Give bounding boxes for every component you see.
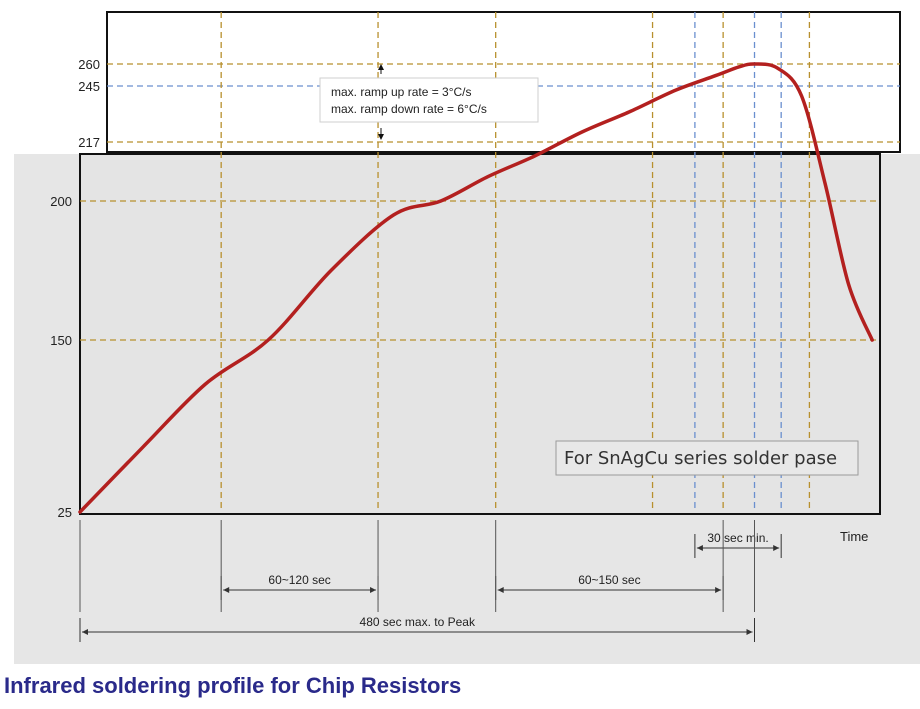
span-arrow-left-icon-3 (82, 629, 88, 635)
ramp-up-note: max. ramp up rate = 3°C/s (331, 85, 472, 99)
y-tick-label-260: 260 (78, 57, 100, 72)
y-tick-label-245: 245 (78, 79, 100, 94)
ramp-arrow-down-icon (378, 134, 384, 140)
span-arrow-left-icon-1 (223, 587, 230, 593)
span-label-0: 30 sec min. (707, 531, 768, 545)
legend-text: For SnAgCu series solder pase (564, 448, 837, 469)
x-axis-label-group: Time (840, 529, 868, 544)
span-label-2: 60~150 sec (578, 573, 640, 587)
time-span-annotations: 30 sec min. 60~120 sec 60~150 sec 480 sec m… (79, 520, 782, 642)
y-tick-label-200: 200 (50, 194, 72, 209)
span-arrow-right-icon-2 (715, 587, 722, 593)
span-label-3: 480 sec max. to Peak (360, 615, 476, 629)
solder-paste-label: For SnAgCu series solder pase (555, 440, 859, 476)
span-arrow-left-icon-0 (696, 545, 703, 551)
ramp-arrow-up-icon (378, 64, 384, 70)
span-arrow-left-icon-2 (497, 587, 504, 593)
y-tick-label-217: 217 (78, 135, 100, 150)
series-line (78, 62, 874, 514)
span-arrow-right-icon-0 (773, 545, 780, 551)
legend-box (555, 440, 859, 476)
y-tick-labels: 25 150 200 217 245 260 (50, 57, 100, 520)
span-arrow-right-icon-1 (370, 587, 377, 593)
ramp-down-note: max. ramp down rate = 6°C/s (331, 102, 487, 116)
span-label-1: 60~120 sec (268, 573, 330, 587)
footer-title: Infrared soldering profile for Chip Resi… (4, 673, 462, 698)
y-tick-label-150: 150 (50, 333, 72, 348)
ramp-rate-note: max. ramp up rate = 3°C/s max. ramp down … (319, 64, 539, 140)
y-tick-label-25: 25 (58, 505, 72, 520)
x-axis-label: Time (840, 529, 868, 544)
temperature-curve (78, 62, 874, 514)
ramp-note-box (319, 77, 539, 123)
span-arrow-right-icon-3 (746, 629, 753, 635)
